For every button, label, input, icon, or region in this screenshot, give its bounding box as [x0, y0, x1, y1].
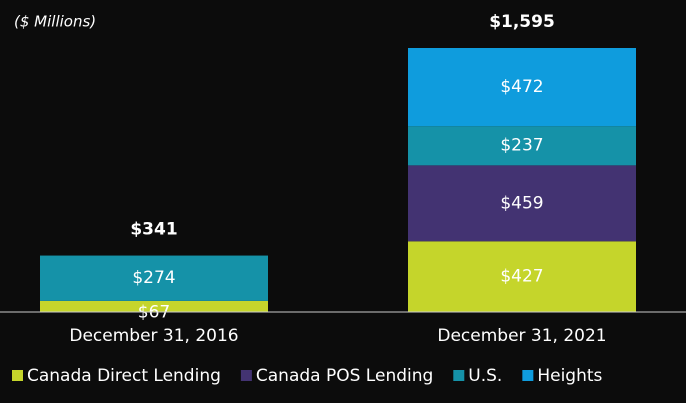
legend-label: Canada Direct Lending [27, 366, 221, 386]
bar-segment [408, 241, 636, 312]
value-label: $274 [132, 268, 175, 288]
legend-label: Canada POS Lending [256, 366, 433, 386]
value-label: $427 [500, 267, 543, 287]
bar-segment [408, 165, 636, 242]
x-tick-label: December 31, 2016 [69, 326, 238, 346]
value-label: $237 [500, 136, 543, 156]
bar-segment [40, 300, 268, 312]
chart-subtitle: ($ Millions) [14, 13, 96, 31]
total-label: $341 [130, 220, 177, 240]
value-label: $459 [500, 193, 543, 213]
bar-segment [40, 255, 268, 301]
legend-label: U.S. [468, 366, 502, 386]
legend-swatch [240, 370, 252, 381]
value-label: $472 [500, 77, 543, 97]
legend-label: Heights [537, 366, 602, 386]
x-tick-label: December 31, 2021 [437, 326, 606, 346]
legend-swatch [12, 370, 23, 381]
total-label: $1,595 [489, 12, 555, 32]
bar-segment [408, 126, 636, 166]
legend-swatch [522, 370, 534, 381]
legend-swatch [453, 370, 465, 381]
bar-segment [408, 48, 636, 127]
